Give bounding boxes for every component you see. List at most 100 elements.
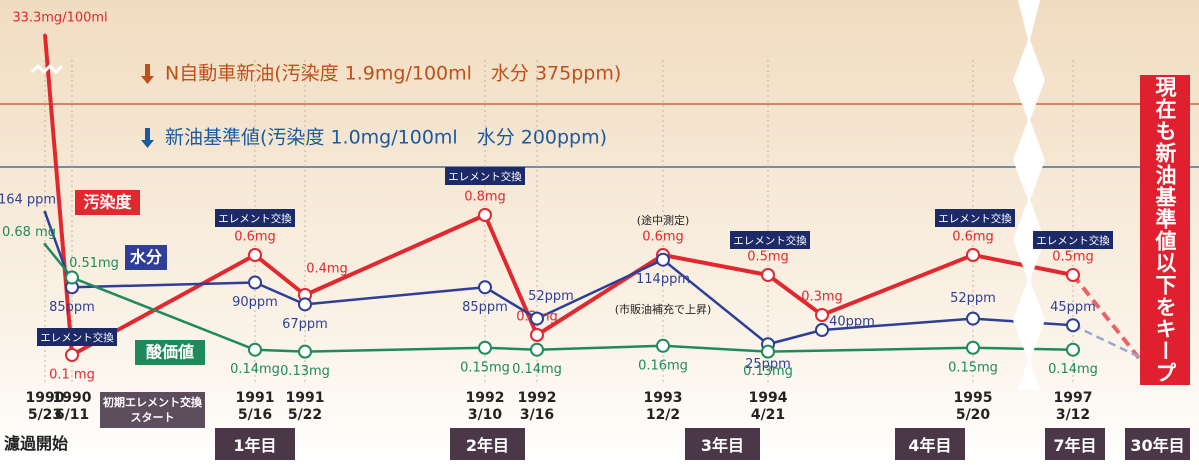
series-line — [536, 344, 664, 351]
legend-box — [125, 245, 167, 270]
reference-arrow — [141, 128, 154, 148]
period-box: 1年目 — [215, 428, 295, 460]
value-label: 90ppm — [232, 295, 278, 310]
reference-arrow — [141, 64, 154, 84]
x-tick-label: 1993 12/2 — [643, 390, 683, 423]
period-box: 3年目 — [685, 428, 760, 460]
data-point — [65, 348, 79, 362]
projection — [1072, 324, 1151, 364]
data-point — [248, 342, 262, 357]
series-line — [821, 317, 974, 332]
series-line — [304, 346, 486, 353]
series-line — [662, 258, 769, 346]
data-point — [530, 342, 544, 357]
series-line — [44, 243, 73, 279]
element-exchange-box — [935, 209, 1015, 227]
data-point — [815, 308, 829, 322]
series-line — [71, 281, 256, 289]
data-point — [1066, 342, 1080, 357]
x-tick-label: 1990 6/11 — [52, 390, 92, 423]
x-tick-label: 1994 4/21 — [748, 390, 788, 423]
element-exchange-box — [215, 209, 295, 227]
series-line — [767, 328, 823, 346]
legend-box — [135, 340, 205, 365]
value-label: 164 ppm — [0, 193, 56, 208]
period-box: 2年目 — [450, 428, 525, 460]
x-tick-label: 1992 3/10 — [465, 390, 505, 423]
x-tick-label: 1991 5/22 — [285, 390, 325, 423]
element-exchange-label: エレメント交換 — [448, 170, 522, 183]
value-label: 33.3mg/100ml — [12, 11, 107, 26]
series-line — [254, 281, 306, 306]
value-label: 25ppm — [745, 357, 791, 372]
reference-text: 新油基準値(汚染度 1.0mg/100ml 水分 200ppm) — [165, 127, 607, 149]
value-label: 0.14mg — [512, 362, 562, 377]
series-line — [662, 344, 769, 353]
value-label: 0.4mg — [306, 262, 348, 277]
value-label: 0.5mg — [1052, 250, 1094, 265]
data-point — [248, 275, 262, 290]
value-label: 0.6mg — [952, 230, 994, 245]
element-exchange-box — [445, 167, 525, 185]
data-point — [478, 280, 492, 295]
x-tick-label: 1990 5/23 — [25, 390, 65, 423]
value-label: 0.8mg — [464, 190, 506, 205]
series-line — [304, 213, 486, 297]
x-tick-label: 1995 5/20 — [953, 390, 993, 423]
data-point — [815, 323, 829, 337]
data-point — [298, 344, 312, 359]
series-line — [662, 253, 769, 277]
value-label: 0.68 mg — [2, 225, 56, 240]
value-label: 85ppm — [49, 300, 95, 315]
legend-label: 水分 — [130, 248, 162, 267]
value-label: 0.5mg — [747, 250, 789, 265]
annotation: (途中測定) — [637, 213, 690, 227]
value-label: 0.1 mg — [49, 368, 95, 383]
data-point — [966, 248, 980, 262]
annotation: (市販油補充で上昇) — [615, 302, 712, 316]
value-label: 67ppm — [282, 317, 328, 332]
series-line — [484, 346, 538, 351]
element-exchange-label: エレメント交換 — [1036, 234, 1110, 247]
data-point — [43, 33, 47, 37]
series-line — [253, 253, 307, 297]
series-line — [71, 276, 256, 351]
legend-box — [75, 190, 140, 215]
x-tick-label: 1997 3/12 — [1053, 390, 1093, 423]
series-line — [767, 346, 974, 353]
value-label: 52ppm — [528, 289, 574, 304]
value-label: 0.3mg — [801, 290, 843, 305]
data-point — [248, 248, 262, 262]
element-exchange-box — [1033, 231, 1113, 249]
start-label: 濾過開始 — [4, 434, 69, 453]
data-point — [298, 297, 312, 312]
element-exchange-label: エレメント交換 — [218, 212, 292, 225]
data-point — [761, 344, 775, 359]
value-label: 0.14mg — [230, 362, 280, 377]
data-point — [65, 270, 79, 285]
value-label: 52ppm — [950, 291, 996, 306]
data-point — [530, 328, 544, 342]
data-point — [1066, 318, 1080, 333]
element-exchange-label: エレメント交換 — [40, 331, 114, 344]
legend-label: 汚染度 — [83, 193, 132, 212]
data-point — [530, 311, 544, 326]
series-line — [304, 286, 486, 306]
data-point — [43, 210, 47, 214]
series-line — [483, 214, 539, 336]
value-label: 40ppm — [829, 315, 875, 330]
value-label: 114ppm — [636, 272, 690, 287]
series-line — [254, 348, 306, 353]
data-point — [656, 252, 670, 267]
series-line — [484, 286, 538, 320]
series-line — [536, 258, 664, 320]
element-exchange-box — [37, 328, 117, 346]
y-break — [30, 63, 64, 75]
initial-box: 初期エレメント交換 スタート — [100, 392, 205, 428]
value-label: 0.6mg — [642, 230, 684, 245]
value-label: 0.14mg — [1048, 362, 1098, 377]
series-line — [972, 346, 1074, 351]
